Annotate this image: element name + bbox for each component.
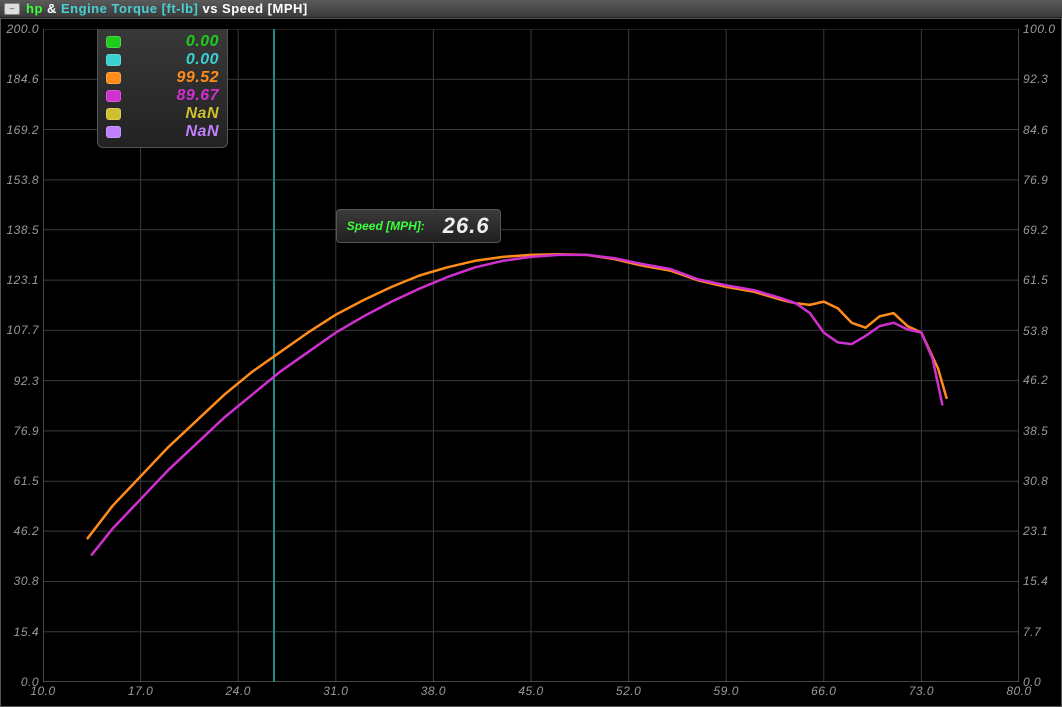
y-right-tick: 100.0: [1023, 22, 1056, 36]
window-titlebar: – hp & Engine Torque [ft-lb] vs Speed [M…: [0, 0, 1062, 18]
legend-swatch: [106, 108, 121, 120]
cursor-readout: Speed [MPH]: 26.6: [336, 209, 501, 243]
legend-value: 0.00: [129, 33, 219, 51]
y-left-tick: 0.0: [21, 675, 39, 689]
y-left-tick: 153.8: [6, 173, 39, 187]
legend-item: NaN: [106, 105, 219, 123]
legend-value: NaN: [129, 123, 219, 141]
legend-swatch: [106, 72, 121, 84]
y-left-tick: 15.4: [14, 625, 39, 639]
chart-area[interactable]: 0.000.0099.5289.67NaNNaN Speed [MPH]: 26…: [0, 18, 1062, 707]
window-menu-button[interactable]: –: [4, 3, 20, 15]
x-tick: 59.0: [714, 684, 739, 698]
y-left-tick: 92.3: [14, 374, 39, 388]
x-tick: 17.0: [128, 684, 153, 698]
legend-swatch: [106, 36, 121, 48]
x-tick: 38.0: [421, 684, 446, 698]
y-left-tick: 184.6: [6, 72, 39, 86]
chart-title: hp & Engine Torque [ft-lb] vs Speed [MPH…: [26, 1, 308, 16]
y-right-tick: 92.3: [1023, 72, 1048, 86]
x-tick: 31.0: [323, 684, 348, 698]
x-tick: 45.0: [518, 684, 543, 698]
x-tick: 66.0: [811, 684, 836, 698]
y-left-tick: 46.2: [14, 524, 39, 538]
y-right-tick: 84.6: [1023, 123, 1048, 137]
y-left-tick: 200.0: [6, 22, 39, 36]
plot-region[interactable]: 0.000.0099.5289.67NaNNaN Speed [MPH]: 26…: [43, 29, 1019, 682]
y-left-tick: 30.8: [14, 574, 39, 588]
y-right-tick: 69.2: [1023, 223, 1048, 237]
x-tick: 24.0: [226, 684, 251, 698]
x-tick: 52.0: [616, 684, 641, 698]
y-right-tick: 23.1: [1023, 524, 1048, 538]
y-right-tick: 76.9: [1023, 173, 1048, 187]
y-right-tick: 53.8: [1023, 324, 1048, 338]
x-tick: 73.0: [909, 684, 934, 698]
y-right-tick: 15.4: [1023, 574, 1048, 588]
legend-item: 0.00: [106, 51, 219, 69]
y-right-tick: 46.2: [1023, 373, 1048, 387]
y-left-tick: 107.7: [6, 323, 39, 337]
legend-value: NaN: [129, 105, 219, 123]
y-left-tick: 76.9: [14, 424, 39, 438]
y-right-tick: 7.7: [1023, 625, 1041, 639]
y-right-tick: 38.5: [1023, 424, 1048, 438]
y-right-tick: 30.8: [1023, 474, 1048, 488]
legend-item: 99.52: [106, 69, 219, 87]
legend-value: 0.00: [129, 51, 219, 69]
legend-swatch: [106, 126, 121, 138]
legend-panel: 0.000.0099.5289.67NaNNaN: [97, 29, 228, 148]
legend-swatch: [106, 90, 121, 102]
legend-swatch: [106, 54, 121, 66]
y-left-tick: 61.5: [14, 474, 39, 488]
y-left-tick: 123.1: [6, 273, 39, 287]
legend-item: 0.00: [106, 33, 219, 51]
legend-value: 99.52: [129, 69, 219, 87]
y-left-tick: 138.5: [6, 223, 39, 237]
y-right-tick: 61.5: [1023, 273, 1048, 287]
legend-item: NaN: [106, 123, 219, 141]
legend-item: 89.67: [106, 87, 219, 105]
legend-value: 89.67: [129, 87, 219, 105]
y-left-tick: 169.2: [6, 123, 39, 137]
y-right-tick: 0.0: [1023, 675, 1041, 689]
readout-label: Speed [MPH]:: [347, 219, 425, 233]
readout-value: 26.6: [443, 213, 490, 239]
